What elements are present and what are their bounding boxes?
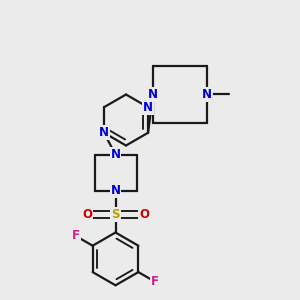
Text: N: N [99,126,109,139]
Text: F: F [72,230,80,242]
Text: N: N [202,88,212,101]
Text: N: N [110,184,121,197]
Text: N: N [148,88,158,101]
Text: S: S [111,208,120,221]
Text: F: F [151,275,159,288]
Text: N: N [110,148,121,161]
Text: N: N [143,101,153,114]
Text: O: O [82,208,92,221]
Text: O: O [139,208,149,221]
